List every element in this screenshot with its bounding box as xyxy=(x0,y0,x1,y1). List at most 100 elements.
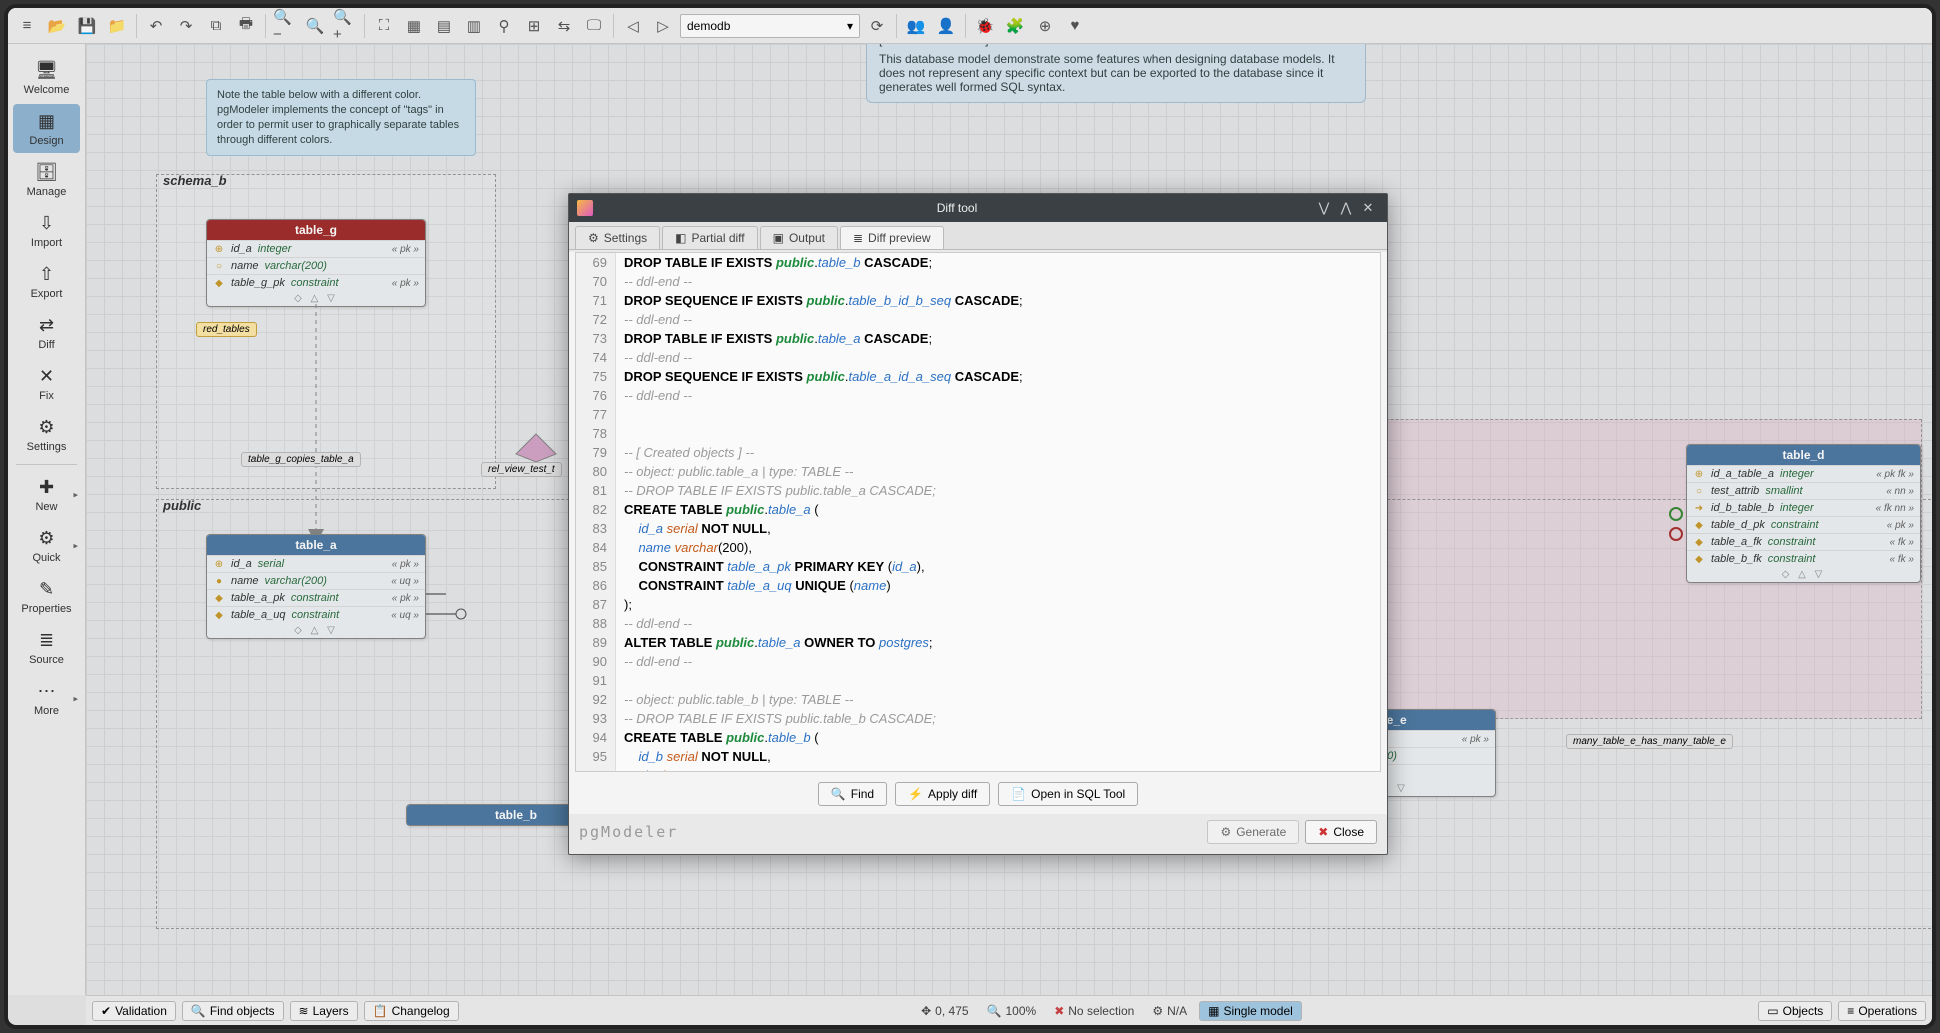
code-line: 82CREATE TABLE public.table_a ( xyxy=(576,500,1380,519)
find-button[interactable]: 🔍Find xyxy=(818,782,887,806)
table-g[interactable]: table_g⊕id_ainteger« pk »○namevarchar(20… xyxy=(206,219,426,307)
generate-button[interactable]: ⚙Generate xyxy=(1207,820,1299,844)
tb-redo-icon[interactable]: ↷ xyxy=(173,13,199,39)
tb-group-icon[interactable]: 👤 xyxy=(933,13,959,39)
sidebar-more[interactable]: ⋯More▸ xyxy=(13,674,80,723)
tab-diff-preview[interactable]: ≣Diff preview xyxy=(840,226,944,249)
table-d[interactable]: table_d⊕id_a_table_ainteger« pk fk »○tes… xyxy=(1686,444,1921,583)
objects-button[interactable]: ▭Objects xyxy=(1758,1001,1832,1021)
table-row[interactable]: ◆table_b_fkconstraint« fk » xyxy=(1687,550,1920,567)
tb-print-icon[interactable]: 🖶 xyxy=(233,13,259,39)
sidebar-new[interactable]: ✚New▸ xyxy=(13,470,80,519)
tb-zoomin-icon[interactable]: 🔍+ xyxy=(332,13,358,39)
table-row[interactable]: ○test_attribsmallint« nn » xyxy=(1687,482,1920,499)
minimize-icon[interactable]: ⋁ xyxy=(1313,198,1335,218)
tab-partial-diff[interactable]: ◧Partial diff xyxy=(662,226,757,249)
tb-help-icon[interactable]: ⊕ xyxy=(1032,13,1058,39)
sidebar-properties[interactable]: ✎Properties xyxy=(13,572,80,621)
tb-bug-icon[interactable]: 🐞 xyxy=(972,13,998,39)
dialog-tabs: ⚙Settings◧Partial diff▣Output≣Diff previ… xyxy=(569,222,1387,250)
sidebar-quick[interactable]: ⚙Quick▸ xyxy=(13,521,80,570)
table-row[interactable]: ⊕id_ainteger« pk » xyxy=(207,240,425,257)
code-line: 74-- ddl-end -- xyxy=(576,348,1380,367)
code-text: name varchar(200), xyxy=(616,538,752,557)
table-row[interactable]: ◆table_g_pkconstraint« pk » xyxy=(207,274,425,291)
apply-diff-button[interactable]: ⚡Apply diff xyxy=(895,782,990,806)
table-row[interactable]: ⊕id_aserial« pk » xyxy=(207,555,425,572)
tb-undo-icon[interactable]: ↶ xyxy=(143,13,169,39)
tb-users-icon[interactable]: 👥 xyxy=(903,13,929,39)
sidebar-export[interactable]: ⇧Export xyxy=(13,257,80,306)
table-footer: ◇ △ ▽ xyxy=(207,291,425,306)
tab-settings[interactable]: ⚙Settings xyxy=(575,226,660,249)
tb-plugin-icon[interactable]: 🧩 xyxy=(1002,13,1028,39)
sidebar-design[interactable]: ▦Design xyxy=(13,104,80,153)
tab-icon: ▣ xyxy=(773,231,784,245)
sidebar-import[interactable]: ⇩Import xyxy=(13,206,80,255)
tb-refresh-icon[interactable]: ⟳ xyxy=(864,13,890,39)
col-type: serial xyxy=(258,558,386,570)
code-line: 86 CONSTRAINT table_a_uq UNIQUE (name) xyxy=(576,576,1380,595)
changelog-button[interactable]: 📋Changelog xyxy=(364,1001,459,1021)
find-objects-button[interactable]: 🔍Find objects xyxy=(182,1001,284,1021)
table-row[interactable]: ○namevarchar(200) xyxy=(207,257,425,274)
tb-grid2-icon[interactable]: ▤ xyxy=(431,13,457,39)
separator xyxy=(965,14,966,38)
code-line: 79-- [ Created objects ] -- xyxy=(576,443,1380,462)
sidebar-manage[interactable]: 🗄Manage xyxy=(13,155,80,204)
tb-next-icon[interactable]: ▷ xyxy=(650,13,676,39)
logo: pgModeler xyxy=(579,823,678,841)
single-model-button[interactable]: ▦Single model xyxy=(1199,1001,1302,1021)
col-flags: « pk » xyxy=(1462,734,1489,745)
layers-button[interactable]: ≋Layers xyxy=(290,1001,358,1021)
sidebar-source[interactable]: ≣Source xyxy=(13,623,80,672)
table-row[interactable]: ◆table_a_uqconstraint« uq » xyxy=(207,606,425,623)
sidebar-diff[interactable]: ⇄Diff xyxy=(13,308,80,357)
table-row[interactable]: ◆table_d_pkconstraint« pk » xyxy=(1687,516,1920,533)
operations-button[interactable]: ≡Operations xyxy=(1838,1001,1926,1021)
dialog-titlebar[interactable]: Diff tool ⋁ ⋀ ✕ xyxy=(569,194,1387,222)
close-button[interactable]: ✖Close xyxy=(1305,820,1377,844)
sb-icon: ✕ xyxy=(33,365,61,387)
col-flags: « pk » xyxy=(1887,520,1914,531)
table-row[interactable]: ➜id_b_table_binteger« fk nn » xyxy=(1687,499,1920,516)
tb-link-icon[interactable]: ⇆ xyxy=(551,13,577,39)
tb-grid1-icon[interactable]: ▦ xyxy=(401,13,427,39)
table-a[interactable]: table_a⊕id_aserial« pk »●namevarchar(200… xyxy=(206,534,426,639)
table-row[interactable]: ◆table_a_fkconstraint« fk » xyxy=(1687,533,1920,550)
tb-save-icon[interactable]: 💾 xyxy=(74,13,100,39)
tb-zoomout-icon[interactable]: 🔍− xyxy=(272,13,298,39)
sb-label: Source xyxy=(29,654,64,666)
col-name: table_a_fk xyxy=(1711,536,1762,548)
sql-preview[interactable]: 69DROP TABLE IF EXISTS public.table_b CA… xyxy=(575,252,1381,772)
tab-output[interactable]: ▣Output xyxy=(760,226,838,249)
table-row[interactable]: ◆table_a_pkconstraint« pk » xyxy=(207,589,425,606)
tb-donate-icon[interactable]: ♥ xyxy=(1062,13,1088,39)
table-row[interactable]: ⊕id_a_table_ainteger« pk fk » xyxy=(1687,465,1920,482)
tb-new-icon[interactable]: ≡ xyxy=(14,13,40,39)
key-icon: ◆ xyxy=(213,278,225,289)
db-select[interactable]: demodb ▾ xyxy=(680,14,860,38)
tb-copy-icon[interactable]: ⧉ xyxy=(203,13,229,39)
sidebar-fix[interactable]: ✕Fix xyxy=(13,359,80,408)
tb-zoomreset-icon[interactable]: 🔍 xyxy=(302,13,328,39)
tb-prev-icon[interactable]: ◁ xyxy=(620,13,646,39)
col-flags: « pk fk » xyxy=(1876,469,1914,480)
validation-button[interactable]: ✔Validation xyxy=(92,1001,176,1021)
tb-folder-icon[interactable]: 📁 xyxy=(104,13,130,39)
tb-grid3-icon[interactable]: ▥ xyxy=(461,13,487,39)
maximize-icon[interactable]: ⋀ xyxy=(1335,198,1357,218)
tb-snap-icon[interactable]: ⊞ xyxy=(521,13,547,39)
tb-magnet-icon[interactable]: ⚲ xyxy=(491,13,517,39)
table-row[interactable]: ●namevarchar(200)« uq » xyxy=(207,572,425,589)
tb-open-icon[interactable]: 📂 xyxy=(44,13,70,39)
code-text: -- ddl-end -- xyxy=(616,652,692,671)
open-sql-button[interactable]: 📄Open in SQL Tool xyxy=(998,782,1138,806)
sidebar-settings[interactable]: ⚙Settings xyxy=(13,410,80,459)
col-name: id_a xyxy=(231,558,252,570)
col-flags: « fk » xyxy=(1890,537,1914,548)
close-icon[interactable]: ✕ xyxy=(1357,198,1379,218)
tb-fit-icon[interactable]: ⛶ xyxy=(371,13,397,39)
sidebar-welcome[interactable]: 🖥Welcome xyxy=(13,53,80,102)
tb-screen-icon[interactable]: 🖵 xyxy=(581,13,607,39)
